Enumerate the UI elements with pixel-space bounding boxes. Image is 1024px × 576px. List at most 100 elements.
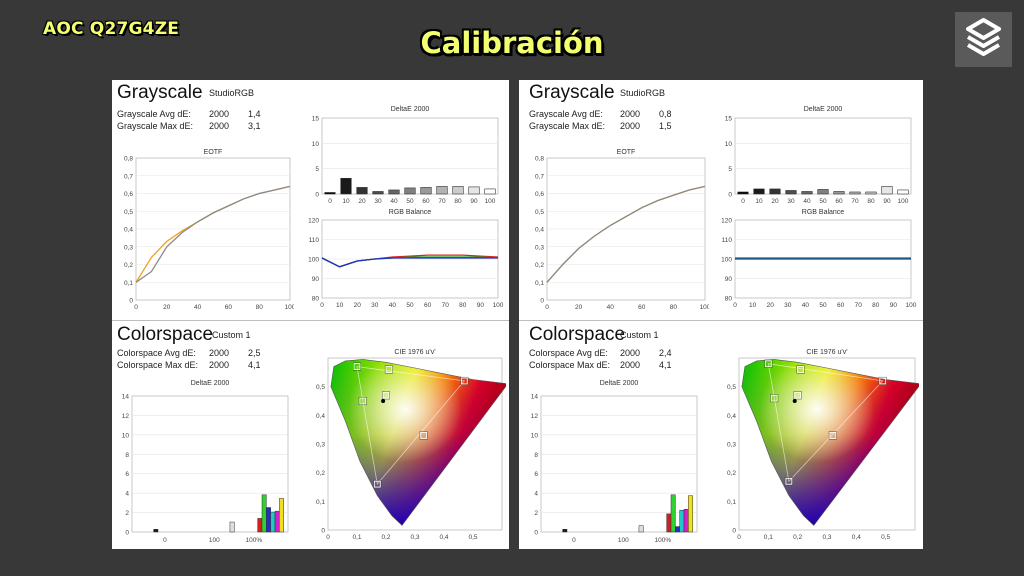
x-tick-label: 0,1 bbox=[764, 534, 773, 541]
deltae-bar bbox=[356, 187, 368, 195]
y-tick-label: 80 bbox=[312, 296, 320, 303]
x-tick-label: 30 bbox=[374, 198, 382, 205]
target-marker bbox=[385, 366, 393, 373]
x-tick-label: 0,4 bbox=[439, 534, 448, 541]
target-marker-outline bbox=[793, 391, 802, 400]
target-gamut-triangle bbox=[767, 363, 884, 483]
colorspace-max-ref: 2000 bbox=[209, 360, 230, 370]
x-tick-label: 0,5 bbox=[468, 534, 477, 541]
y-tick-label: 5 bbox=[315, 166, 319, 173]
x-tick-label: 70 bbox=[855, 302, 863, 309]
y-tick-label: 0,7 bbox=[124, 173, 133, 180]
x-tick-label: 0 bbox=[163, 537, 167, 544]
layers-logo-icon bbox=[966, 18, 1001, 56]
x-tick-label: 80 bbox=[459, 302, 467, 309]
section-divider bbox=[112, 320, 509, 321]
chart-title: CIE 1976 u'v' bbox=[394, 349, 435, 356]
y-tick-label: 10 bbox=[725, 141, 733, 148]
y-tick-label: 0 bbox=[728, 192, 732, 199]
chart-title: DeltaE 2000 bbox=[804, 106, 843, 113]
colorspace-avg-ref: 2000 bbox=[620, 348, 641, 358]
monitor-label: AOC Q27G4ZE bbox=[43, 19, 180, 39]
x-tick-label: 30 bbox=[787, 198, 795, 205]
target-marker-outline bbox=[828, 431, 837, 440]
x-tick-label: 20 bbox=[767, 302, 775, 309]
y-tick-label: 0 bbox=[315, 192, 319, 199]
y-tick-label: 110 bbox=[309, 237, 320, 244]
y-tick-label: 0,4 bbox=[727, 413, 736, 420]
x-tick-label: 90 bbox=[883, 198, 891, 205]
y-tick-label: 0 bbox=[534, 530, 538, 537]
x-tick-label: 100 bbox=[906, 302, 917, 309]
x-tick-label: 80 bbox=[872, 302, 880, 309]
colorspace-deltae-bar bbox=[562, 529, 568, 533]
y-tick-label: 12 bbox=[122, 413, 130, 420]
y-tick-label: 0,3 bbox=[124, 244, 133, 251]
deltae-bar bbox=[849, 191, 861, 195]
x-tick-label: 90 bbox=[477, 302, 485, 309]
grayscale-max-ref: 2000 bbox=[620, 121, 641, 131]
target-marker bbox=[794, 391, 802, 399]
rgb-balance-chart: RGB Balance 80 90 100 110 120 0 10 20 30 40 50 60 70 8… bbox=[721, 209, 917, 309]
target-marker-outline bbox=[460, 376, 469, 385]
target-marker bbox=[797, 366, 805, 373]
deltae-bar bbox=[468, 186, 480, 195]
y-tick-label: 0,2 bbox=[727, 470, 736, 477]
colorspace-deltae-bar bbox=[229, 521, 235, 533]
colorspace-deltae-bar bbox=[638, 525, 644, 533]
page-title: Calibración bbox=[420, 26, 604, 60]
grayscale-max-label: Grayscale Max dE: bbox=[529, 121, 606, 131]
cie-1976-chart: CIE 1976 u'v' 0 0,1 0,2 0,3 0,4 0,5 0 0,1 0,2 0,3 0… bbox=[727, 349, 919, 541]
deltae-bar bbox=[769, 188, 781, 195]
x-tick-label: 100 bbox=[618, 537, 629, 544]
y-tick-label: 8 bbox=[534, 452, 538, 459]
y-tick-label: 14 bbox=[531, 394, 539, 401]
target-marker bbox=[460, 377, 468, 385]
x-tick-label: 100% bbox=[246, 537, 263, 544]
grayscale-deltae-chart: DeltaE 2000 0 5 10 15 0 10 20 30 40 50 60 70 80 90 100 bbox=[725, 106, 912, 205]
x-tick-label: 0,1 bbox=[352, 534, 361, 541]
colorspace-mode: Custom 1 bbox=[212, 330, 251, 340]
y-tick-label: 0,5 bbox=[727, 384, 736, 391]
y-tick-label: 15 bbox=[725, 116, 733, 123]
target-marker-outline bbox=[419, 431, 428, 440]
y-tick-label: 0,5 bbox=[316, 384, 325, 391]
target-marker bbox=[764, 360, 772, 368]
colorspace-avg-label: Colorspace Avg dE: bbox=[529, 348, 608, 358]
x-tick-label: 20 bbox=[354, 302, 362, 309]
target-marker bbox=[770, 394, 778, 402]
target-marker bbox=[829, 431, 837, 439]
y-tick-label: 120 bbox=[308, 218, 319, 225]
x-tick-label: 50 bbox=[819, 302, 827, 309]
x-tick-label: 40 bbox=[803, 198, 811, 205]
y-tick-label: 0,4 bbox=[535, 227, 544, 234]
colorspace-deltae-bar bbox=[279, 498, 284, 533]
colorspace-max-value: 4,1 bbox=[248, 360, 261, 370]
grayscale-deltae-chart: DeltaE 2000 0 5 10 15 0 10 20 30 40 50 60 70 80 90 100 bbox=[312, 106, 499, 205]
x-tick-label: 80 bbox=[670, 304, 678, 311]
x-tick-label: 0 bbox=[741, 198, 745, 205]
x-tick-label: 0 bbox=[733, 302, 737, 309]
y-tick-label: 90 bbox=[312, 276, 320, 283]
grayscale-max-ref: 2000 bbox=[209, 121, 230, 131]
x-tick-label: 0,2 bbox=[381, 534, 390, 541]
x-tick-label: 0,5 bbox=[881, 534, 890, 541]
y-tick-label: 12 bbox=[531, 413, 539, 420]
colorspace-deltae-bar bbox=[666, 513, 672, 533]
chart-title: CIE 1976 u'v' bbox=[806, 349, 847, 356]
deltae-bar bbox=[737, 191, 749, 195]
y-tick-label: 120 bbox=[721, 218, 732, 225]
x-tick-label: 50 bbox=[406, 198, 414, 205]
y-tick-label: 10 bbox=[122, 432, 130, 439]
grayscale-title: Grayscale bbox=[117, 82, 203, 103]
colorspace-mode: Custom 1 bbox=[620, 330, 659, 340]
x-tick-label: 40 bbox=[390, 198, 398, 205]
x-tick-label: 80 bbox=[867, 198, 875, 205]
colorspace-deltae-bar bbox=[274, 510, 280, 533]
x-tick-label: 70 bbox=[438, 198, 446, 205]
deltae-bar bbox=[324, 192, 336, 195]
chart-title: RGB Balance bbox=[802, 209, 845, 216]
x-tick-label: 0 bbox=[737, 534, 741, 541]
x-tick-label: 30 bbox=[784, 302, 792, 309]
x-tick-label: 0 bbox=[320, 302, 324, 309]
